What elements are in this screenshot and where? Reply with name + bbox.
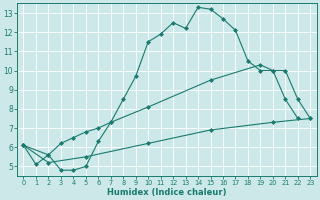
- X-axis label: Humidex (Indice chaleur): Humidex (Indice chaleur): [107, 188, 227, 197]
